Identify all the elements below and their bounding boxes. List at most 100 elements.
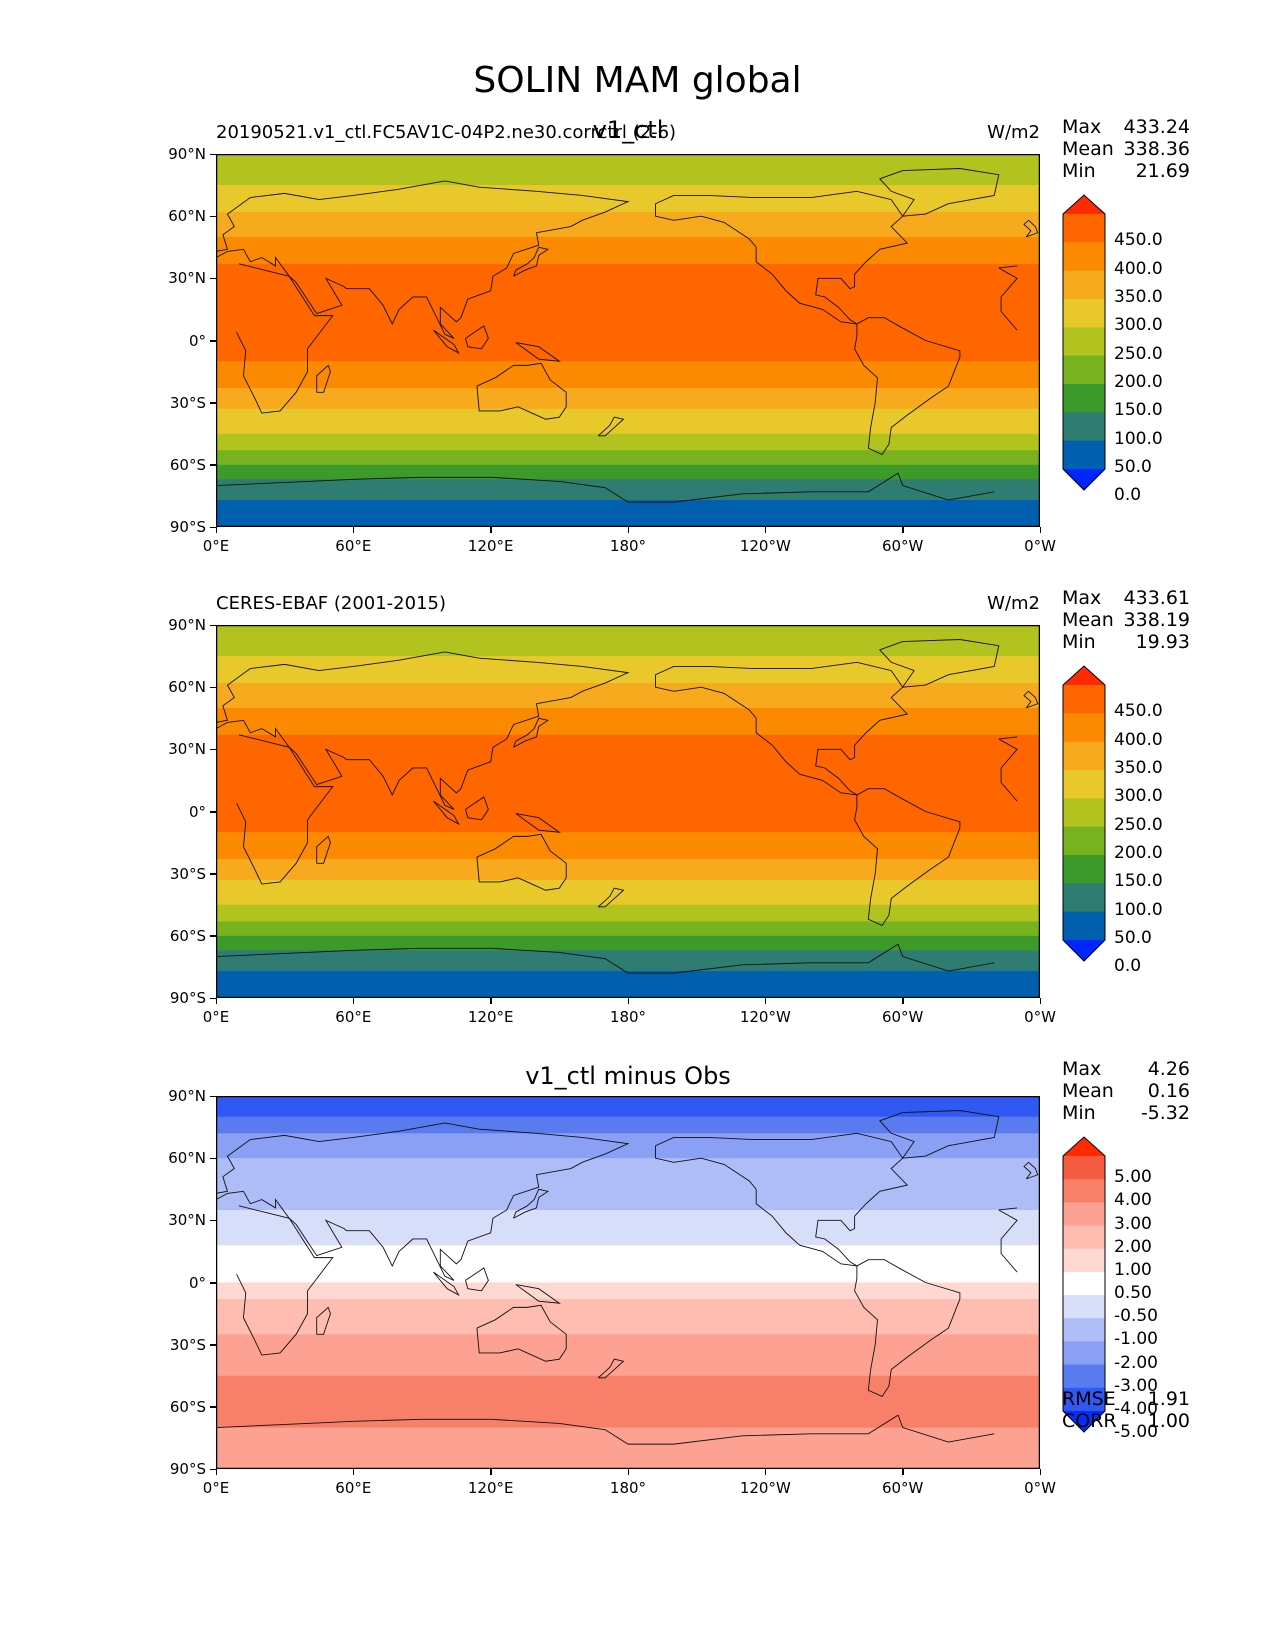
lat-tick-label: 60°N — [168, 207, 206, 226]
colorbar-tick-label: -5.00 — [1114, 1422, 1158, 1443]
colorbar-tick-label: 0.50 — [1114, 1283, 1152, 1304]
stat-label: Min — [1062, 631, 1096, 653]
colorbar-tick-label: -1.00 — [1114, 1329, 1158, 1350]
stat-value: 4.26 — [1147, 1058, 1190, 1080]
stat-value: -5.32 — [1140, 1102, 1190, 1124]
latitude-band — [216, 1334, 1040, 1377]
latitude-band — [216, 1133, 1040, 1159]
coastline — [878, 1110, 1000, 1159]
lat-tick — [210, 526, 216, 528]
stat-value: 338.19 — [1123, 609, 1190, 631]
latitude-band — [216, 154, 1040, 186]
colorbar-extend-min — [1063, 469, 1105, 490]
latitude-band — [216, 361, 1040, 389]
colorbar-segment — [1063, 1248, 1105, 1273]
lon-tick-label: 120°E — [467, 1479, 514, 1497]
colorbar-tick-label: 50.0 — [1114, 928, 1152, 948]
colorbar-segment — [1063, 355, 1105, 385]
colorbar-tick-label: 300.0 — [1114, 786, 1163, 807]
lon-tick-label: 180° — [609, 1008, 647, 1026]
colorbar-segment — [1063, 1387, 1105, 1412]
colorbar-tick-label: 100.0 — [1114, 428, 1163, 449]
stat-row: Max 4.26 — [1062, 1058, 1190, 1080]
coastline — [513, 246, 549, 277]
stat-label: Mean — [1062, 1080, 1114, 1102]
latitude-band — [216, 859, 1040, 881]
lat-tick-label: 0° — [188, 1273, 206, 1292]
stat-label: Max — [1062, 1058, 1102, 1080]
lon-tick — [1039, 527, 1041, 533]
lat-tick — [210, 811, 216, 813]
stat-label: Min — [1062, 1102, 1096, 1124]
coastline — [998, 1207, 1018, 1211]
lon-tick — [1039, 1469, 1041, 1475]
latitude-band — [216, 1427, 1040, 1469]
lat-tick — [210, 464, 216, 466]
colorbar-extend-max — [1063, 1137, 1105, 1156]
lon-tick — [352, 527, 355, 533]
latitude-band — [216, 263, 1040, 362]
colorbar-tick-label: 2.00 — [1114, 1236, 1152, 1257]
lon-tick — [764, 998, 767, 1004]
colorbar-segment — [1063, 826, 1105, 856]
coastline — [854, 1259, 961, 1398]
lat-tick-label: 60°N — [168, 1149, 206, 1168]
colorbar-outline — [1062, 665, 1106, 962]
latitude-band — [216, 707, 1040, 736]
lat-tick — [210, 873, 216, 875]
figure-title: SOLIN MAM global — [473, 60, 802, 101]
colorbar-tick-label: 300.0 — [1114, 315, 1163, 336]
colorbar-extend-min — [1063, 1411, 1105, 1432]
coastline — [998, 265, 1018, 269]
lat-tick-label: 60°N — [168, 678, 206, 697]
stat-row: Max 433.24 — [1062, 116, 1190, 138]
latitude-band — [216, 1209, 1040, 1246]
latitude-band — [216, 185, 1040, 213]
stat-value: 0.16 — [1147, 1080, 1190, 1102]
colorbar-outline — [1062, 1136, 1106, 1433]
lat-tick-label: 60°S — [169, 455, 206, 474]
colorbar-tick-label: 150.0 — [1114, 871, 1163, 892]
footer-stat-label: CORR — [1062, 1410, 1117, 1432]
lat-tick-label: 90°N — [168, 145, 206, 163]
stat-row: Mean 338.19 — [1062, 609, 1190, 631]
lon-tick-label: 120°W — [739, 537, 791, 555]
lon-tick-label: 0°W — [1024, 537, 1056, 555]
lat-tick — [210, 748, 216, 751]
map-plot — [216, 154, 1040, 527]
colorbar-tick-label: 3.00 — [1114, 1213, 1152, 1234]
lon-tick — [627, 527, 629, 533]
footer-stat-row: RMSE 1.91 — [1062, 1388, 1190, 1410]
stat-row: Min -5.32 — [1062, 1102, 1190, 1124]
coastline — [433, 1271, 460, 1297]
lat-tick-label: 30°N — [168, 740, 206, 759]
lon-tick — [352, 998, 355, 1004]
lon-tick — [1039, 998, 1041, 1004]
lat-tick-label: 30°S — [169, 393, 206, 412]
colorbar-segment — [1063, 685, 1105, 714]
colorbar-segment — [1063, 299, 1105, 328]
stat-value: 19.93 — [1135, 631, 1190, 653]
units-label: W/m2 — [987, 593, 1040, 614]
stat-value: 21.69 — [1135, 160, 1190, 182]
latitude-band — [216, 1375, 1040, 1429]
map-svg — [216, 1096, 1040, 1469]
lon-tick — [215, 998, 217, 1004]
footer-stat-row: CORR 1.00 — [1062, 1410, 1190, 1432]
colorbar-outline — [1062, 194, 1106, 491]
colorbar-extend-max — [1063, 195, 1105, 214]
latitude-band — [216, 1116, 1040, 1134]
case-label: 20190521.v1_ctl.FC5AV1C-04P2.ne30.corrct… — [216, 122, 677, 143]
latitude-band — [216, 479, 1040, 501]
lat-tick — [210, 1344, 216, 1346]
latitude-band — [216, 236, 1040, 265]
map-frame — [216, 625, 1040, 998]
coastline — [216, 1122, 630, 1281]
colorbar-tick-label: 1.00 — [1114, 1259, 1152, 1280]
lat-tick — [210, 402, 216, 404]
stat-value: 433.61 — [1123, 587, 1190, 609]
lon-tick — [902, 998, 904, 1004]
lon-tick — [490, 1469, 492, 1475]
colorbar-tick-label: 350.0 — [1114, 758, 1163, 778]
lon-tick — [490, 998, 492, 1004]
